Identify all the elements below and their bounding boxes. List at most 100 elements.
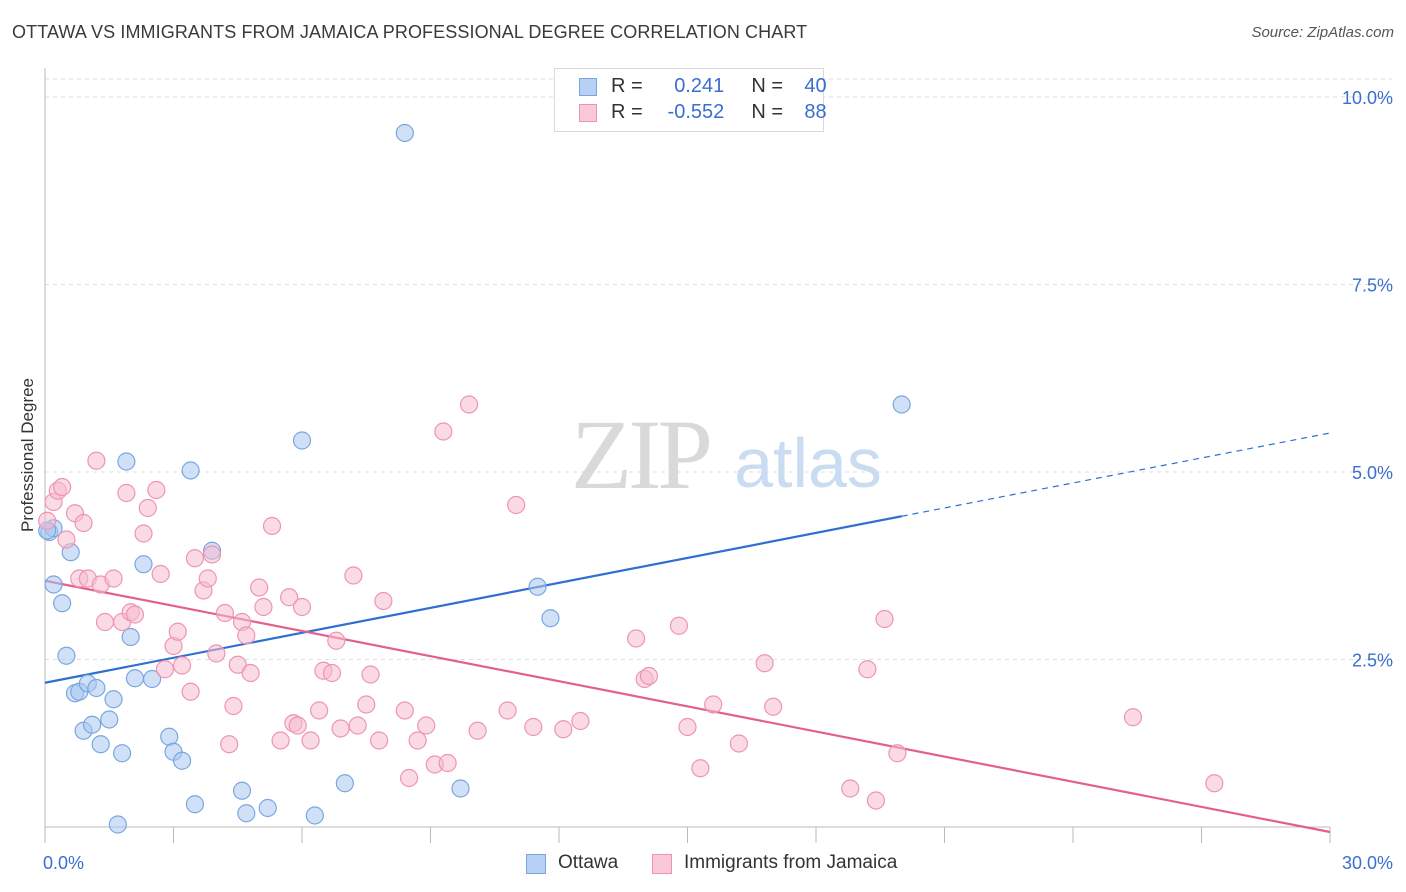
jamaica-point xyxy=(207,644,226,663)
legend-text-jamaica: R = -0.552 N = 88 xyxy=(611,101,827,124)
ottawa-point xyxy=(57,646,76,665)
jamaica-point xyxy=(301,731,320,750)
jamaica-point xyxy=(74,513,93,533)
jamaica-point xyxy=(134,524,153,543)
jamaica-point xyxy=(87,451,106,470)
jamaica-point xyxy=(507,495,526,515)
jamaica-point xyxy=(215,603,234,623)
ottawa-point xyxy=(181,461,200,480)
jamaica-trend-line xyxy=(44,579,1331,834)
legend-n-value: 40 xyxy=(804,75,827,97)
ottawa-point xyxy=(160,727,179,746)
y-tick-label: 2.5% xyxy=(1352,651,1393,671)
trend-lines xyxy=(44,432,1331,834)
legend-swatch-ottawa xyxy=(579,78,597,96)
jamaica-point xyxy=(53,477,72,497)
jamaica-point xyxy=(678,717,697,737)
jamaica-point xyxy=(434,422,453,441)
legend-n-label: N = xyxy=(751,75,784,97)
ottawa-point xyxy=(892,395,911,414)
ottawa-point xyxy=(292,431,312,450)
legend-r-label: R = xyxy=(611,75,643,97)
jamaica-point xyxy=(1205,774,1224,793)
ottawa-point xyxy=(395,123,414,143)
jamaica-point xyxy=(38,511,57,530)
ottawa-point xyxy=(185,795,205,814)
jamaica-point xyxy=(704,695,723,714)
jamaica-point xyxy=(262,516,282,536)
ottawa-trend-line xyxy=(44,515,902,684)
jamaica-point xyxy=(374,591,393,611)
axes xyxy=(44,68,1331,843)
jamaica-point xyxy=(181,682,200,701)
correlation-legend: R = 0.241 N = 40 R = -0.552 N = 88 xyxy=(554,68,827,132)
jamaica-point xyxy=(95,612,115,632)
jamaica-point xyxy=(348,716,367,735)
jamaica-point xyxy=(669,616,689,635)
ottawa-point xyxy=(91,735,110,754)
jamaica-point xyxy=(147,480,166,500)
jamaica-point xyxy=(327,631,346,650)
ottawa-point xyxy=(258,798,277,818)
source-credit: Source: ZipAtlas.com xyxy=(1251,24,1394,41)
jamaica-point xyxy=(357,695,376,714)
y-axis-label: Professional Degree xyxy=(18,377,37,533)
ottawa-point xyxy=(541,609,560,628)
jamaica-point xyxy=(554,720,573,739)
ottawa-point xyxy=(528,577,547,596)
jamaica-point xyxy=(250,578,269,597)
jamaica-point xyxy=(138,498,157,518)
data-points xyxy=(38,123,1224,834)
jamaica-point xyxy=(755,654,774,673)
ottawa-point xyxy=(87,678,106,698)
jamaica-point xyxy=(220,735,239,754)
jamaica-point xyxy=(254,597,273,617)
grid-lines xyxy=(45,78,1392,660)
jamaica-point xyxy=(125,605,145,624)
watermark-zip: ZIP xyxy=(571,399,709,510)
jamaica-point xyxy=(344,566,363,585)
jamaica-point xyxy=(1123,708,1143,727)
series-legend: Ottawa Immigrants from Jamaica xyxy=(0,852,1406,878)
ottawa-point xyxy=(83,715,102,734)
jamaica-point xyxy=(241,663,260,683)
jamaica-point xyxy=(858,660,877,679)
x-tick-label: 30.0% xyxy=(1342,853,1393,873)
jamaica-point xyxy=(57,530,76,549)
ottawa-point xyxy=(134,555,153,574)
jamaica-point xyxy=(438,753,457,773)
jamaica-point xyxy=(292,597,312,617)
ottawa-point xyxy=(232,781,252,800)
ottawa-point xyxy=(117,452,136,471)
ottawa-point xyxy=(172,751,192,770)
legend-n-label: N = xyxy=(751,101,784,123)
ottawa-point xyxy=(108,815,127,834)
watermark-atlas: atlas xyxy=(734,424,882,502)
ottawa-trend-extension xyxy=(901,432,1331,517)
ottawa-point xyxy=(121,627,140,647)
chart-title: OTTAWA VS IMMIGRANTS FROM JAMAICA PROFES… xyxy=(12,22,808,42)
ottawa-point xyxy=(142,669,162,689)
jamaica-point xyxy=(408,731,427,750)
ottawa-point xyxy=(125,669,145,688)
jamaica-point xyxy=(271,731,290,750)
jamaica-point xyxy=(866,791,886,810)
jamaica-point xyxy=(571,711,590,731)
jamaica-point xyxy=(310,701,329,720)
legend-text-ottawa: R = 0.241 N = 40 xyxy=(611,75,827,98)
jamaica-point xyxy=(370,731,389,750)
legend-n-value: 88 xyxy=(804,101,827,123)
watermark: ZIP atlas xyxy=(571,399,882,510)
jamaica-point xyxy=(524,717,543,737)
y-tick-label: 7.5% xyxy=(1352,276,1393,296)
jamaica-point xyxy=(104,569,123,588)
jamaica-point xyxy=(395,701,414,720)
jamaica-point xyxy=(417,716,436,735)
jamaica-point xyxy=(185,549,205,568)
jamaica-point xyxy=(888,744,907,763)
ottawa-point xyxy=(335,774,354,793)
legend-swatch-jamaica xyxy=(579,104,597,122)
tick-labels: 2.5% 5.0% 7.5% 10.0% 0.0% 30.0% xyxy=(43,88,1393,873)
jamaica-point xyxy=(639,666,659,686)
